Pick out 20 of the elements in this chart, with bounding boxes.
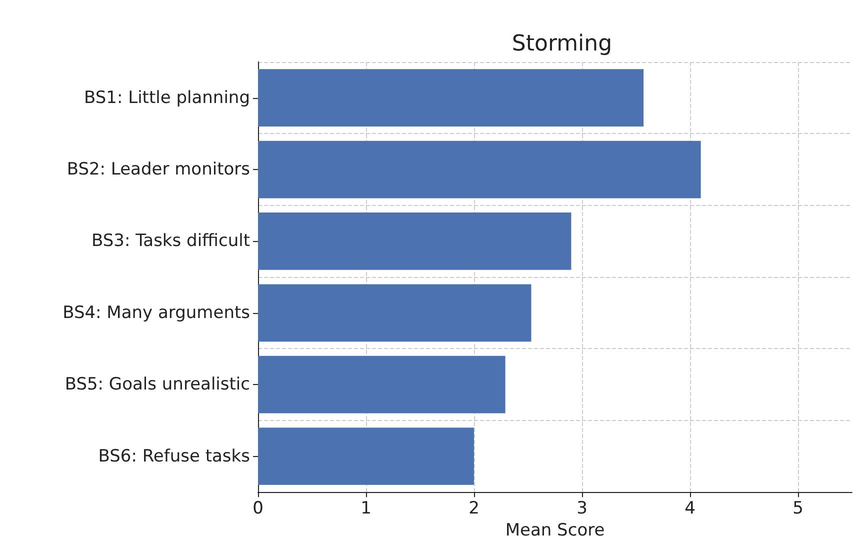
bar [258, 428, 474, 485]
x-axis-title: Mean Score [505, 520, 605, 540]
chart-title: Storming [512, 32, 612, 56]
bar [258, 284, 532, 342]
y-tick-label: BS1: Little planning [84, 88, 250, 108]
y-tick-label: BS4: Many arguments [62, 302, 250, 323]
x-tick-label: 0 [252, 498, 264, 519]
bar [258, 140, 701, 198]
y-tick-label: BS5: Goals unrealistic [64, 374, 250, 395]
y-tick-label: BS6: Refuse tasks [98, 446, 250, 466]
x-tick-label: 3 [576, 498, 588, 519]
y-tick-label: BS3: Tasks difficult [91, 231, 250, 252]
x-tick-label: 2 [468, 498, 480, 519]
x-tick-label: 5 [792, 498, 804, 519]
y-tick-label: BS2: Leader monitors [66, 160, 250, 180]
x-tick-label: 1 [360, 498, 372, 519]
x-tick-label: 4 [684, 498, 696, 519]
bar [258, 212, 572, 270]
bar [258, 69, 644, 127]
bar [258, 356, 506, 414]
